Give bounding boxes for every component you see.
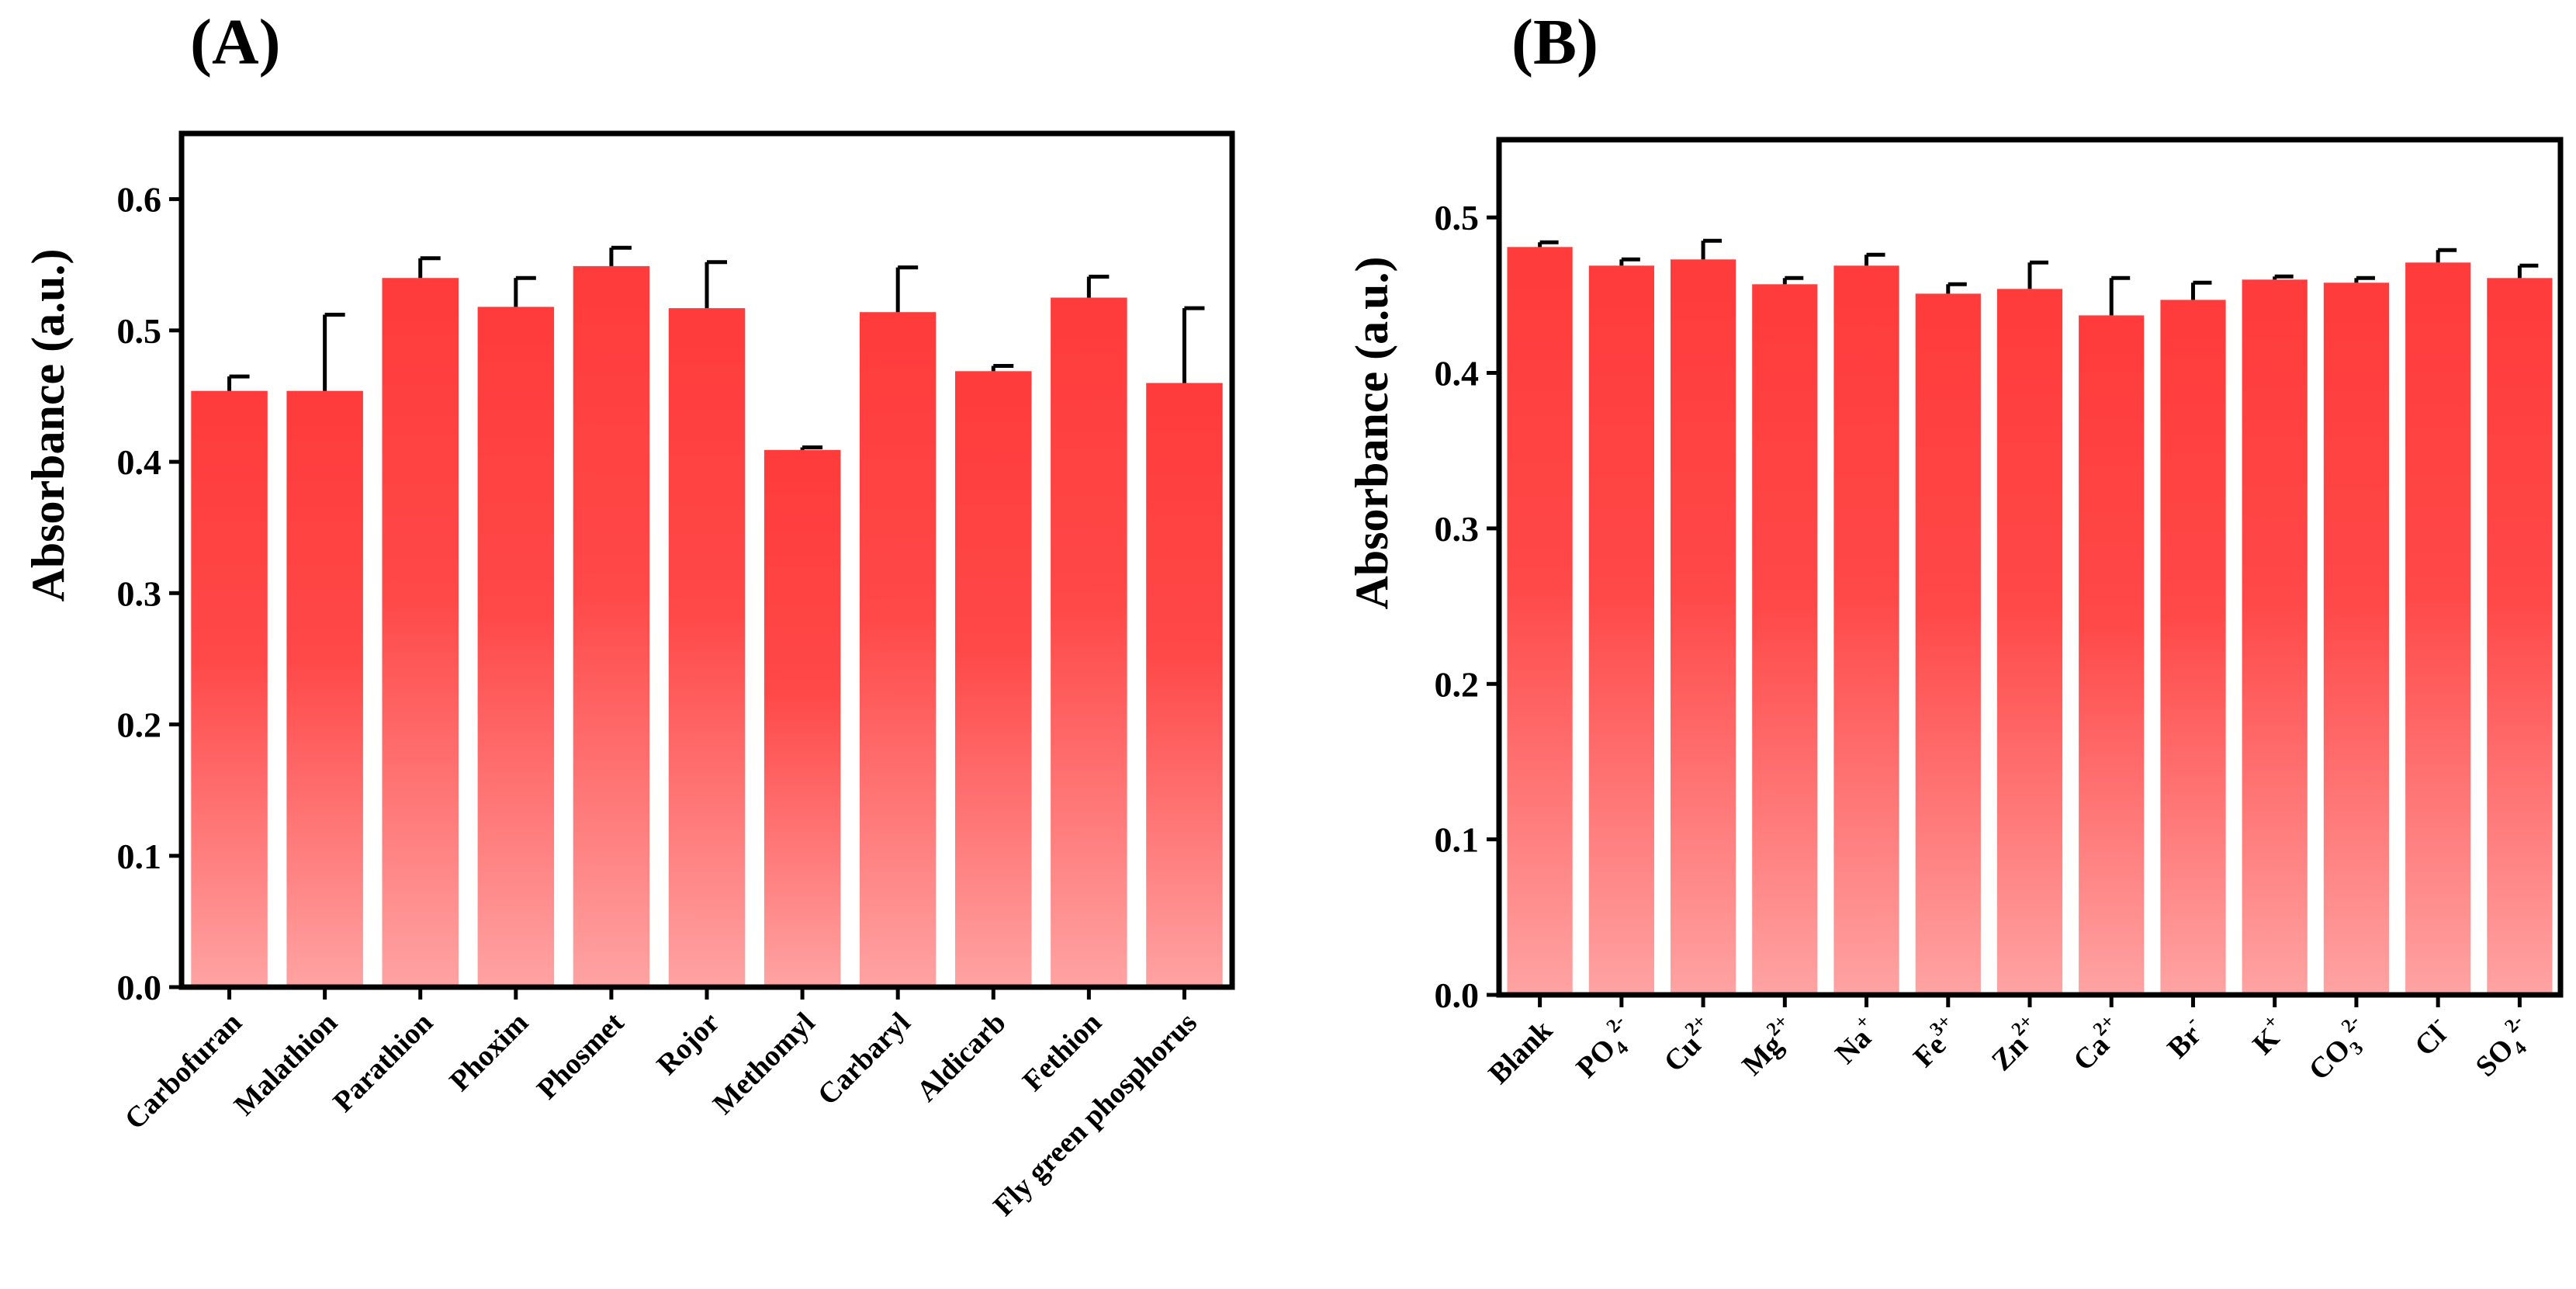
x-category-label: Mg2+: [1733, 1010, 1804, 1082]
bar: [1146, 383, 1223, 987]
panel-b-y-ticks: 0.0 0.1 0.2 0.3 0.4 0.5: [1435, 198, 2522, 1015]
x-category-label: Carbaryl: [812, 1007, 917, 1112]
x-category-label: Malathion: [228, 1007, 344, 1122]
x-category-label: Parathion: [327, 1007, 439, 1119]
panel-a-y-ticks: 0.0 0.1 0.2 0.3 0.4 0.5 0.6: [117, 180, 1186, 1007]
bar: [2323, 282, 2389, 995]
bar: [1996, 289, 2063, 995]
y-tick-label: 0.0: [117, 968, 162, 1007]
bar: [286, 390, 363, 987]
bar: [1752, 284, 1818, 995]
bar: [2079, 315, 2145, 995]
x-category-label: Phosmet: [531, 1006, 630, 1105]
bar: [1051, 297, 1127, 987]
bar: [1671, 259, 1736, 995]
x-category-label: Carbofuran: [119, 1007, 248, 1136]
x-category-label: Br-: [2158, 1010, 2212, 1065]
bar: [573, 265, 650, 987]
bar: [2242, 279, 2308, 995]
x-category-label: Cl-: [2405, 1010, 2457, 1062]
panel-b-label: (B): [1511, 6, 1598, 78]
x-category-label: Ca2+: [2064, 1010, 2131, 1077]
x-category-label: K+: [2243, 1010, 2294, 1061]
x-category-label: Cu2+: [1654, 1010, 1722, 1078]
bar: [1833, 265, 1899, 995]
bar: [955, 371, 1032, 987]
bar: [2405, 262, 2471, 995]
y-tick-label: 0.2: [117, 705, 162, 745]
bar: [1915, 293, 1981, 995]
x-category-label: CO32-: [2299, 1010, 2379, 1090]
panel-b-category-labels: Blank PO42-Cu2+Mg2+ Na+ Fe3+Zn2+Ca2+ Br- K+CO…: [1483, 1010, 2542, 1090]
panel-b: (B) Absorbance (a.u.) 0.0 0.1 0.2 0.3 0.4 0.5…: [1346, 6, 2564, 1090]
panel-b-bars: [1507, 247, 2553, 995]
bar: [1588, 265, 1654, 995]
x-category-label: Fe3+: [1904, 1010, 1967, 1073]
y-tick-label: 0.1: [1435, 820, 1480, 860]
panel-a: (A) Absorbance (a.u.) 0.0 0.1 0.2 0.3 0.4 0.5…: [23, 6, 1235, 1222]
x-category-label: Rojor: [651, 1007, 726, 1082]
y-tick-label: 0.1: [117, 837, 162, 876]
x-category-label: Zn2+: [1982, 1010, 2049, 1077]
x-category-label: SO42-: [2466, 1010, 2542, 1086]
bar: [191, 390, 268, 987]
bar: [1507, 247, 1573, 995]
y-tick-label: 0.3: [117, 573, 162, 613]
x-category-label: Na+: [1826, 1010, 1885, 1070]
bar: [382, 278, 459, 987]
panel-b-error-bars: [1538, 238, 2539, 316]
panel-a-label: (A): [190, 6, 281, 78]
y-tick-label: 0.4: [117, 442, 162, 482]
panel-a-y-axis-title: Absorbance (a.u.): [23, 248, 74, 601]
panel-a-error-bars: [227, 245, 1205, 450]
bar: [2487, 278, 2553, 995]
x-category-label: Methomyl: [707, 1007, 822, 1121]
bar: [668, 308, 746, 988]
y-tick-label: 0.5: [1435, 198, 1480, 237]
y-tick-label: 0.4: [1435, 354, 1480, 393]
bar: [859, 312, 937, 987]
bar: [477, 307, 555, 987]
bar: [2160, 300, 2226, 995]
y-tick-label: 0.2: [1435, 664, 1480, 704]
y-tick-label: 0.0: [1435, 975, 1480, 1015]
x-category-label: Fethion: [1016, 1007, 1108, 1098]
x-category-label: Aldicarb: [910, 1007, 1012, 1108]
x-category-label: Phoxim: [443, 1007, 535, 1098]
x-category-label: PO42-: [1567, 1010, 1644, 1088]
panel-a-bars: [191, 265, 1223, 988]
panel-b-y-axis-title: Absorbance (a.u.): [1346, 256, 1397, 609]
bar: [763, 449, 841, 987]
x-category-label: Blank: [1483, 1014, 1560, 1090]
y-tick-label: 0.3: [1435, 509, 1480, 549]
y-tick-label: 0.6: [117, 180, 162, 220]
y-tick-label: 0.5: [117, 311, 162, 351]
